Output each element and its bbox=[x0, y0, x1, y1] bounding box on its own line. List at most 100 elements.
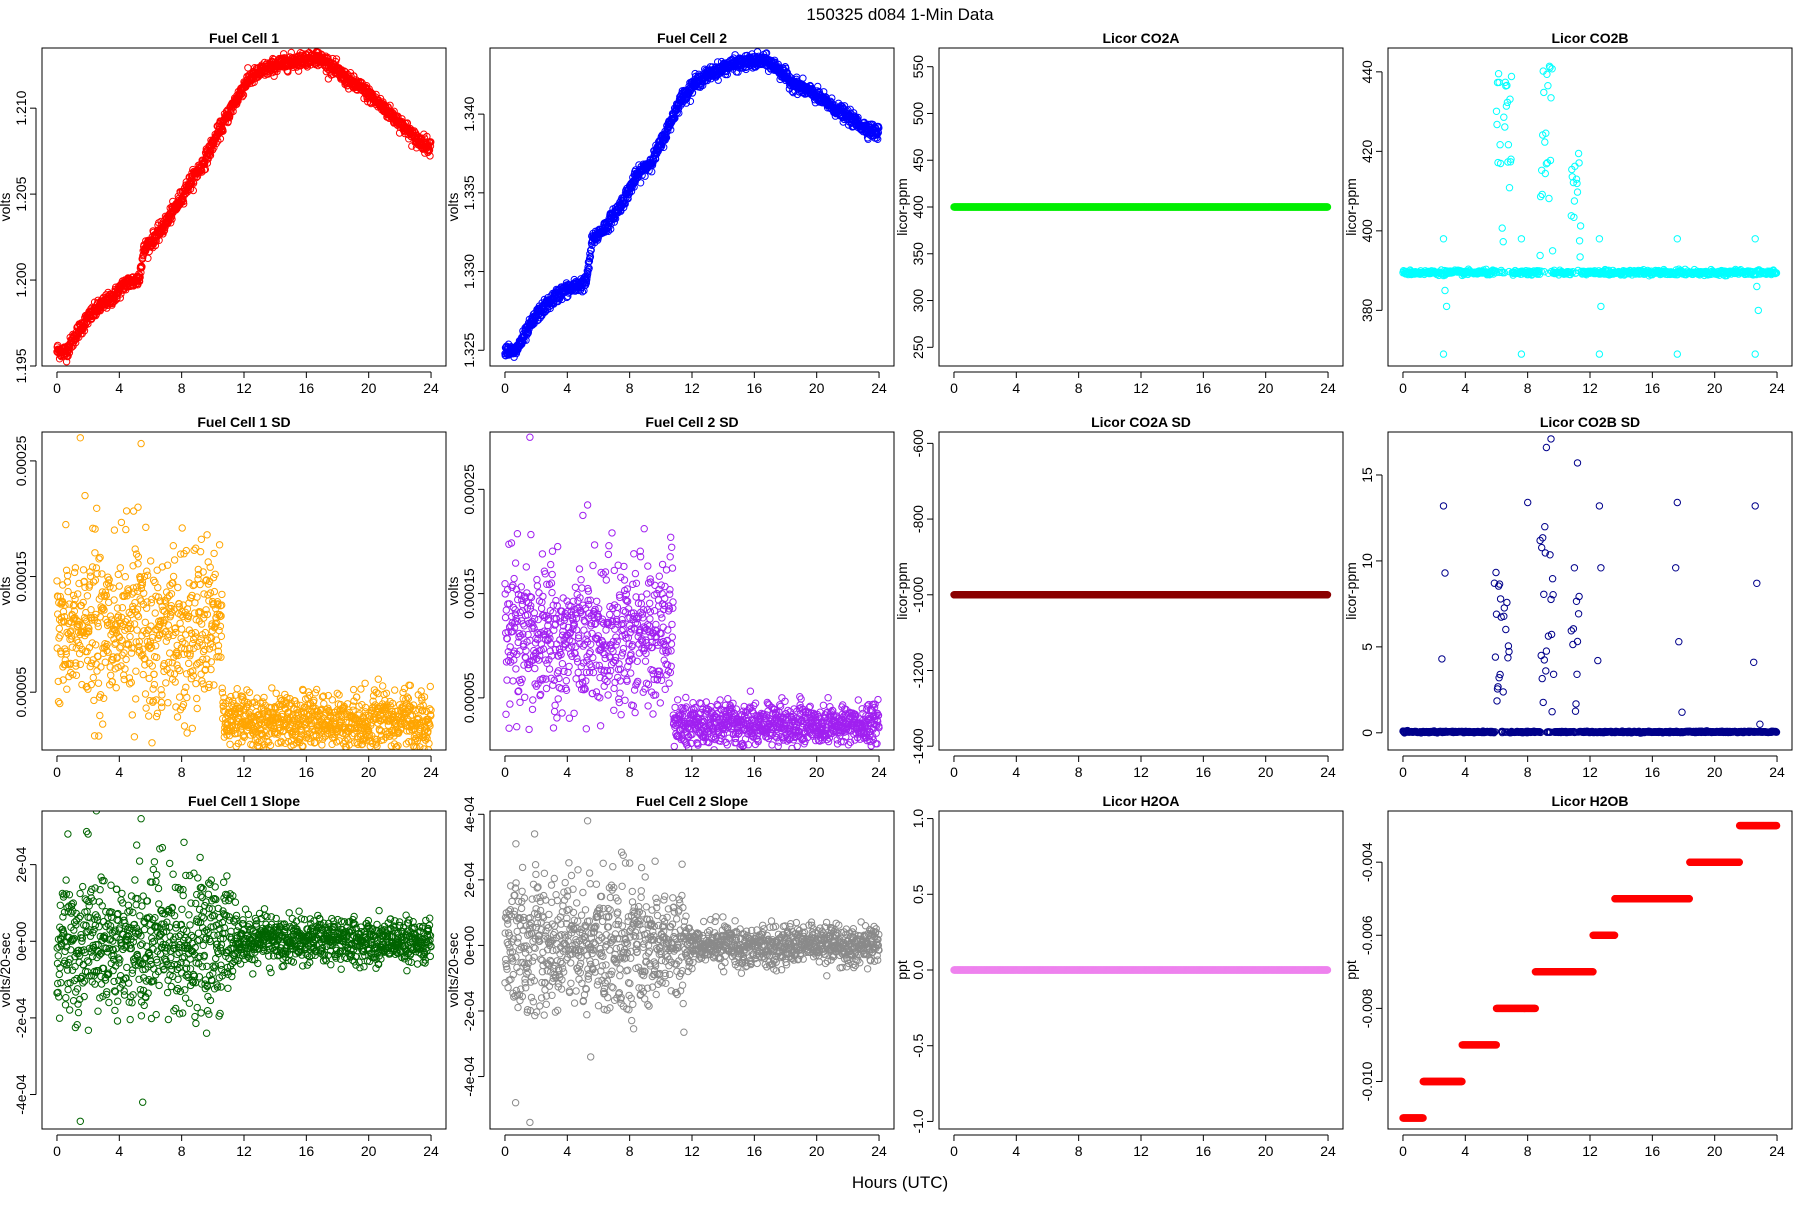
data-point bbox=[1500, 239, 1506, 245]
x-tick-label: 8 bbox=[178, 380, 186, 396]
data-point bbox=[177, 667, 183, 673]
data-point bbox=[123, 526, 129, 532]
data-point bbox=[143, 524, 149, 530]
x-tick-label: 20 bbox=[361, 380, 377, 396]
data-point bbox=[118, 519, 124, 525]
data-point bbox=[184, 730, 190, 736]
data-point bbox=[150, 686, 156, 692]
y-tick-label: 1.325 bbox=[461, 333, 477, 368]
x-tick-label: 0 bbox=[950, 380, 958, 396]
x-axis-label: Hours (UTC) bbox=[852, 1173, 948, 1192]
data-point bbox=[1577, 223, 1583, 229]
data-point bbox=[189, 640, 195, 646]
data-point bbox=[1508, 73, 1514, 79]
data-point bbox=[57, 633, 63, 639]
data-point bbox=[99, 571, 105, 577]
data-point bbox=[1574, 180, 1580, 186]
data-point bbox=[64, 579, 70, 585]
data-point bbox=[108, 672, 114, 678]
y-tick-label: 500 bbox=[910, 102, 926, 126]
data-point bbox=[186, 660, 192, 666]
y-tick-label: 420 bbox=[1359, 139, 1375, 163]
x-tick-label: 4 bbox=[1461, 380, 1469, 396]
data-points bbox=[951, 204, 1331, 210]
y-tick-label: 1.340 bbox=[461, 96, 477, 131]
y-tick-label: 1.195 bbox=[13, 348, 29, 383]
data-point bbox=[90, 674, 96, 680]
data-point bbox=[800, 75, 806, 81]
data-point bbox=[1571, 198, 1577, 204]
data-point bbox=[151, 671, 157, 677]
data-point bbox=[189, 725, 195, 731]
data-point bbox=[123, 656, 129, 662]
x-tick-label: 8 bbox=[626, 380, 634, 396]
data-point bbox=[70, 592, 76, 598]
data-point bbox=[1542, 139, 1548, 145]
data-points bbox=[54, 45, 434, 365]
data-point bbox=[1443, 303, 1449, 309]
data-point bbox=[175, 584, 181, 590]
data-point bbox=[92, 577, 98, 583]
data-point bbox=[131, 621, 137, 627]
x-tick-label: 8 bbox=[1524, 380, 1532, 396]
data-point bbox=[122, 574, 128, 580]
data-point bbox=[155, 584, 161, 590]
data-point bbox=[245, 65, 251, 71]
data-point bbox=[1518, 236, 1524, 242]
x-tick-label: 12 bbox=[236, 380, 252, 396]
data-point bbox=[1545, 83, 1551, 89]
data-point bbox=[1752, 351, 1758, 357]
data-point bbox=[94, 668, 100, 674]
data-point bbox=[165, 700, 171, 706]
y-tick-label: 550 bbox=[910, 55, 926, 79]
data-point bbox=[163, 680, 169, 686]
x-tick-label: 24 bbox=[871, 380, 887, 396]
data-point bbox=[56, 625, 62, 631]
y-tick-label: 400 bbox=[910, 195, 926, 219]
data-point bbox=[170, 543, 176, 549]
y-axis-label: volts bbox=[0, 193, 13, 222]
data-point bbox=[1442, 287, 1448, 293]
data-point bbox=[143, 705, 149, 711]
data-point bbox=[1674, 236, 1680, 242]
data-point bbox=[1596, 236, 1602, 242]
data-point bbox=[179, 626, 185, 632]
data-points bbox=[502, 49, 882, 361]
data-point bbox=[95, 680, 101, 686]
data-point bbox=[140, 671, 146, 677]
x-tick-label: 16 bbox=[747, 380, 763, 396]
data-point bbox=[97, 712, 103, 718]
data-point bbox=[1674, 351, 1680, 357]
data-point bbox=[1505, 142, 1511, 148]
data-point bbox=[1499, 225, 1505, 231]
x-tick-label: 24 bbox=[1769, 380, 1785, 396]
data-point bbox=[1575, 150, 1581, 156]
panel-title: Fuel Cell 1 SD bbox=[197, 414, 290, 430]
data-point bbox=[151, 681, 157, 687]
data-point bbox=[146, 713, 152, 719]
y-tick-label: 380 bbox=[1359, 298, 1375, 322]
data-point bbox=[149, 740, 155, 746]
data-point bbox=[170, 573, 176, 579]
data-point bbox=[66, 673, 72, 679]
y-tick-label: 440 bbox=[1359, 60, 1375, 84]
x-tick-label: 20 bbox=[809, 380, 825, 396]
panel-title: Fuel Cell 2 bbox=[657, 30, 727, 46]
plot-frame bbox=[1388, 48, 1792, 366]
data-point bbox=[159, 704, 165, 710]
data-point bbox=[1537, 252, 1543, 258]
data-point bbox=[1493, 108, 1499, 114]
data-point bbox=[105, 649, 111, 655]
x-tick-label: 16 bbox=[1196, 380, 1212, 396]
data-point bbox=[96, 733, 102, 739]
data-point bbox=[72, 565, 78, 571]
data-point bbox=[129, 712, 135, 718]
